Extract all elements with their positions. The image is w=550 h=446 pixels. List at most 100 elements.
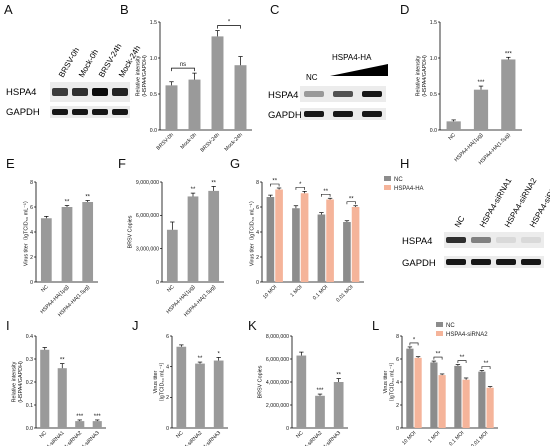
legend-label: HSPA4-HA — [394, 186, 424, 192]
significance-mark: ** — [211, 180, 216, 186]
y-tick-label: 0.5 — [150, 92, 157, 98]
x-tick-label: 10 MOI — [262, 284, 278, 300]
y-axis-label: （lgTCID₅₀ mL⁻¹） — [158, 359, 165, 405]
y-tick-label: 4 — [396, 380, 399, 386]
blot-strip-hspa4 — [444, 232, 544, 248]
bar-D-1 — [473, 89, 489, 130]
legend-swatch — [384, 176, 391, 181]
y-tick-label: 8 — [30, 180, 33, 186]
band-gapdh — [304, 111, 324, 117]
significance-mark: * — [299, 182, 302, 188]
significance-mark: *** — [76, 414, 84, 420]
y-axis-label: Virus titer（lgTCID₅₀ mL⁻¹） — [22, 198, 29, 266]
y-tick-label: 0 — [256, 280, 259, 286]
band-gapdh — [72, 109, 88, 115]
significance-mark: ** — [436, 352, 441, 358]
y-axis-label: (HSPA4/GAPDH) — [18, 361, 24, 403]
bar-G-HSPA4-HA-2 — [326, 199, 334, 282]
y-tick-label: 1.5 — [150, 20, 157, 26]
bar-I-1 — [57, 368, 67, 428]
y-tick-label: 2 — [396, 403, 399, 409]
band-hspa4 — [362, 91, 382, 97]
legend-label: NC — [394, 177, 403, 183]
bar-E-1 — [61, 207, 73, 282]
band-hspa4 — [333, 91, 353, 97]
bar-G-HSPA4-HA-1 — [300, 193, 309, 282]
legend: NC HSPA4-siRNA2 — [436, 322, 488, 338]
row-label: GAPDH — [6, 107, 40, 118]
panel-G: 0 2 4 6 8 Virus titer（lgTCID₅₀ mL⁻¹） 10 MOI ** 1… — [248, 176, 424, 304]
bar-B-3 — [234, 65, 247, 130]
y-axis-label: Virus titer — [383, 370, 389, 393]
panel-letter-H: H — [400, 156, 409, 171]
significance-mark: ** — [323, 189, 328, 195]
x-tick-label: 0.01 MOI — [470, 430, 489, 446]
panel-letter-A: A — [4, 2, 13, 17]
significance-bracket — [346, 201, 356, 205]
significance-bracket — [481, 366, 491, 369]
bar-J-2 — [213, 360, 224, 428]
significance-mark: ns — [180, 62, 186, 68]
band-hspa4 — [496, 237, 516, 243]
y-tick-label: 0 — [166, 426, 169, 432]
panel-letter-J: J — [132, 318, 139, 333]
band-hspa4 — [112, 88, 128, 96]
panel-letter-L: L — [372, 318, 379, 333]
band-gapdh — [52, 109, 68, 115]
significance-mark: ** — [349, 196, 354, 202]
y-tick-label: 3,000,000 — [136, 246, 159, 252]
bar-L-HSPA4-siRNA2-1 — [438, 375, 446, 428]
x-tick-label: Mock-24h — [224, 132, 244, 152]
x-tick-label: 0.1 MOI — [448, 430, 465, 446]
bar-G-HSPA4-HA-0 — [275, 189, 283, 282]
band-hspa4 — [521, 237, 541, 243]
significance-bracket — [217, 25, 241, 29]
significance-mark: * — [217, 351, 220, 357]
bar-K-2 — [333, 382, 344, 428]
bar-F-1 — [187, 196, 199, 282]
x-tick-label: 0.1 MOI — [312, 284, 329, 301]
band-gapdh — [471, 259, 491, 265]
panel-I: 0.0 0.1 0.2 0.3 0.4 Relative intensity (HSPA4/… — [11, 334, 106, 446]
panel-F: 0 3,000,000 6,000,000 9,000,000 BRSV Copies N… — [128, 180, 224, 318]
significance-bracket — [270, 183, 280, 187]
significance-mark: ** — [191, 187, 196, 193]
bar-L-NC-2 — [454, 365, 462, 428]
panel-H: NC HSPA4-siRNA1HSPA4-siRNA2HSPA4-siRNA3HS… — [402, 176, 550, 269]
panel-C: HSPA4-HA NC HSPA4 GAPDH — [268, 53, 388, 121]
y-tick-label: 8,000,000 — [266, 334, 289, 340]
bar-B-1 — [188, 79, 201, 130]
dose-triangle — [330, 64, 388, 76]
band-hspa4 — [92, 88, 108, 96]
x-tick-label: 1 MOI — [289, 284, 303, 298]
y-tick-label: 0.1 — [26, 403, 33, 409]
blot-strip-gapdh — [444, 256, 544, 268]
significance-mark: ** — [460, 355, 465, 361]
significance-mark: *** — [477, 80, 485, 86]
panel-L: 0 2 4 6 8 Virus titer （lgTCID₅₀ mL⁻¹） 10 MOI * 1 … — [383, 322, 498, 446]
legend: NC HSPA4-HA — [384, 176, 424, 192]
x-tick-label: NC — [39, 430, 49, 440]
bar-L-HSPA4-siRNA2-2 — [462, 379, 470, 428]
y-axis-label: Virus titer — [153, 370, 159, 393]
band-hspa4 — [471, 237, 491, 243]
y-axis-label: BRSV Copies — [258, 365, 264, 398]
panel-letter-C: C — [270, 2, 279, 17]
y-tick-label: 4 — [166, 364, 169, 370]
significance-mark: ** — [484, 361, 489, 367]
band-gapdh — [521, 259, 541, 265]
band-hspa4 — [446, 237, 466, 243]
y-tick-label: 0 — [156, 280, 159, 286]
lane-label: NC — [453, 214, 467, 229]
significance-mark: *** — [94, 414, 102, 420]
row-label: GAPDH — [268, 110, 302, 121]
y-tick-label: 2 — [256, 255, 259, 261]
y-tick-label: 0.5 — [430, 92, 437, 98]
y-axis-label: Relative intensity — [415, 55, 421, 96]
y-axis-label: (HSPA4/GAPDH) — [142, 55, 148, 97]
bar-L-HSPA4-siRNA2-3 — [486, 387, 494, 428]
